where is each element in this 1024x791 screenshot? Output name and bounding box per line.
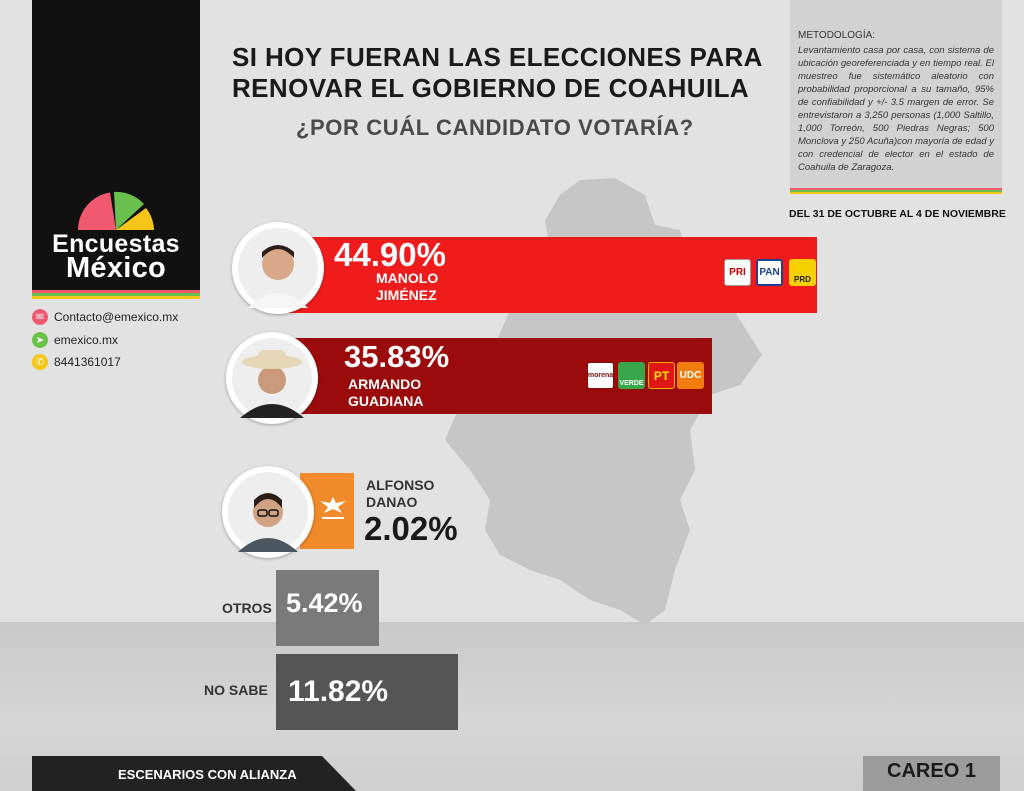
prd-logo-icon: PRD <box>789 259 816 286</box>
brand-logo-icon <box>78 191 154 230</box>
candidate-name-armando: ARMANDO GUADIANA <box>348 376 424 409</box>
candidate-name-alfonso: ALFONSO DANAO <box>366 477 435 510</box>
pt-logo-icon: PT <box>648 362 675 389</box>
contact-phone[interactable]: ✆ 8441361017 <box>32 354 121 370</box>
contact-website[interactable]: ➤ emexico.mx <box>32 332 118 348</box>
candidate-photo-manolo <box>232 222 324 314</box>
candidate-photo-armando <box>226 332 318 424</box>
brand-panel <box>32 0 200 290</box>
footer-careo-box <box>863 756 1000 791</box>
contact-phone-text: 8441361017 <box>54 355 121 369</box>
candidate-name-manolo: MANOLO JIMÉNEZ <box>376 270 439 303</box>
morena-logo-icon: morena <box>587 362 614 389</box>
bar-no-sabe <box>276 654 459 730</box>
contact-email-text: Contacto@emexico.mx <box>54 310 179 324</box>
category-label-otros: OTROS <box>222 600 272 616</box>
candidate-photo-alfonso <box>222 466 314 558</box>
data-label-no-sabe: 11.82% <box>288 675 389 708</box>
methodology-box <box>790 0 1002 190</box>
data-label-manolo: 44.90% <box>334 236 446 273</box>
contact-website-text: emexico.mx <box>54 333 119 347</box>
methodology-stripes <box>790 188 1002 194</box>
methodology-heading: METODOLOGÍA: <box>798 30 876 41</box>
bar-otros <box>276 570 379 646</box>
question-subtitle: ¿POR CUÁL CANDIDATO VOTARÍA? <box>296 115 694 140</box>
survey-period: DEL 31 DE OCTUBRE AL 4 DE NOVIEMBRE <box>789 208 1006 220</box>
title-line2: RENOVAR EL GOBIERNO DE COAHUILA <box>232 73 750 103</box>
phone-icon: ✆ <box>32 354 48 370</box>
footer-scenario-bar <box>32 756 356 791</box>
category-label-no-sabe: NO SABE <box>204 682 268 698</box>
pri-logo-icon: PRI <box>724 259 751 286</box>
footer-scenario-label: ESCENARIOS CON ALIANZA <box>118 767 297 782</box>
brand-name-line2: México <box>65 252 167 284</box>
brand-name-line1: Encuestas <box>52 230 180 258</box>
pan-logo-icon: PAN <box>756 259 783 286</box>
contact-email[interactable]: ✉ Contacto@emexico.mx <box>32 309 178 325</box>
title-line1: SI HOY FUERAN LAS ELECCIONES PARA <box>232 42 763 72</box>
methodology-text: Levantamiento casa por casa, con sistema… <box>798 45 994 173</box>
cursor-icon: ➤ <box>32 332 48 348</box>
udc-logo-icon: UDC <box>677 362 704 389</box>
data-label-alfonso: 2.02% <box>364 510 458 547</box>
mc-eagle-logo-icon <box>320 497 346 519</box>
data-label-otros: 5.42% <box>286 588 363 618</box>
brand-stripes <box>32 290 200 299</box>
verde-logo-icon: VERDE <box>618 362 645 389</box>
data-label-armando: 35.83% <box>344 339 450 374</box>
email-icon: ✉ <box>32 309 48 325</box>
footer-careo-label: CAREO 1 <box>887 760 976 782</box>
